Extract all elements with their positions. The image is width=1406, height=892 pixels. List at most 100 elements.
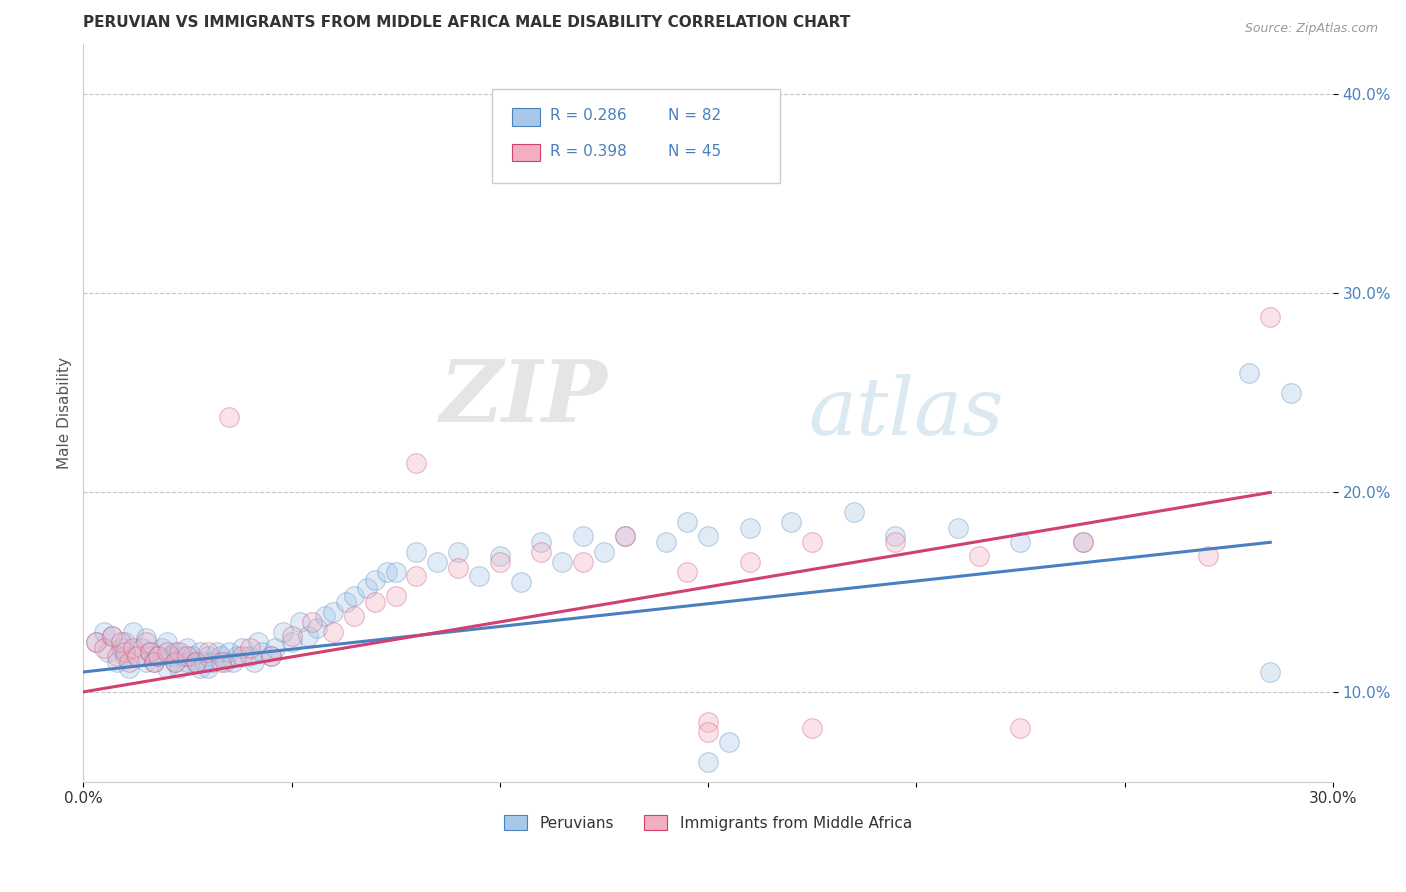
Point bbox=[260, 648, 283, 663]
Point bbox=[176, 640, 198, 655]
Point bbox=[572, 529, 595, 543]
Point bbox=[288, 615, 311, 629]
Point bbox=[155, 635, 177, 649]
Text: Source: ZipAtlas.com: Source: ZipAtlas.com bbox=[1244, 22, 1378, 36]
Point bbox=[946, 521, 969, 535]
Point bbox=[884, 529, 907, 543]
Point bbox=[738, 521, 761, 535]
Point bbox=[105, 648, 128, 663]
Point bbox=[280, 629, 302, 643]
Point bbox=[697, 156, 720, 170]
Point bbox=[260, 648, 283, 663]
Point bbox=[110, 640, 132, 655]
Text: ZIP: ZIP bbox=[440, 356, 607, 440]
Point bbox=[697, 529, 720, 543]
Point bbox=[163, 655, 186, 669]
Point bbox=[384, 566, 406, 580]
Point bbox=[148, 648, 170, 663]
Point bbox=[356, 581, 378, 595]
Point bbox=[252, 645, 274, 659]
Point bbox=[322, 625, 344, 640]
Point bbox=[114, 635, 136, 649]
Point bbox=[231, 648, 253, 663]
Point bbox=[801, 721, 824, 735]
Point bbox=[967, 549, 990, 564]
Point bbox=[1197, 549, 1219, 564]
Point bbox=[114, 648, 136, 663]
Point bbox=[717, 735, 740, 749]
Point bbox=[676, 516, 699, 530]
Point bbox=[163, 655, 186, 669]
Point bbox=[118, 661, 141, 675]
Point bbox=[1071, 535, 1094, 549]
Point bbox=[405, 569, 427, 583]
Point bbox=[84, 635, 107, 649]
Text: atlas: atlas bbox=[808, 374, 1004, 451]
Legend: Peruvians, Immigrants from Middle Africa: Peruvians, Immigrants from Middle Africa bbox=[498, 808, 918, 837]
Point bbox=[305, 621, 328, 635]
Point bbox=[122, 640, 145, 655]
Point bbox=[364, 573, 387, 587]
Point bbox=[93, 640, 115, 655]
Point bbox=[280, 635, 302, 649]
Point bbox=[180, 648, 202, 663]
Point bbox=[239, 648, 262, 663]
Point bbox=[159, 648, 181, 663]
Point bbox=[176, 648, 198, 663]
Point bbox=[135, 635, 157, 649]
Point bbox=[197, 648, 219, 663]
Point bbox=[405, 545, 427, 559]
Point bbox=[209, 648, 232, 663]
Point bbox=[384, 589, 406, 603]
Point bbox=[697, 755, 720, 769]
Point bbox=[205, 645, 228, 659]
Point bbox=[551, 555, 574, 569]
Point bbox=[1010, 721, 1032, 735]
Point bbox=[155, 661, 177, 675]
Point bbox=[93, 625, 115, 640]
Point bbox=[110, 635, 132, 649]
Point bbox=[1258, 665, 1281, 679]
Text: PERUVIAN VS IMMIGRANTS FROM MIDDLE AFRICA MALE DISABILITY CORRELATION CHART: PERUVIAN VS IMMIGRANTS FROM MIDDLE AFRIC… bbox=[83, 15, 851, 30]
Point bbox=[163, 645, 186, 659]
Point bbox=[226, 648, 249, 663]
Text: R = 0.286: R = 0.286 bbox=[550, 109, 626, 123]
Point bbox=[193, 655, 215, 669]
Point bbox=[143, 655, 166, 669]
Point bbox=[218, 409, 240, 424]
Point bbox=[697, 714, 720, 729]
Point bbox=[343, 609, 366, 624]
Point bbox=[155, 645, 177, 659]
Point bbox=[127, 648, 149, 663]
Point bbox=[218, 645, 240, 659]
Point bbox=[468, 569, 491, 583]
Point bbox=[697, 724, 720, 739]
Point bbox=[172, 648, 194, 663]
Point bbox=[613, 529, 636, 543]
Point bbox=[184, 655, 207, 669]
Point bbox=[105, 655, 128, 669]
Point bbox=[201, 655, 224, 669]
Point bbox=[167, 645, 190, 659]
Point bbox=[152, 640, 174, 655]
Point bbox=[593, 545, 616, 559]
Point bbox=[114, 645, 136, 659]
Point bbox=[335, 595, 357, 609]
Point bbox=[197, 661, 219, 675]
Point bbox=[97, 645, 120, 659]
Point bbox=[676, 566, 699, 580]
Point bbox=[143, 655, 166, 669]
Point bbox=[139, 645, 162, 659]
Point bbox=[447, 545, 470, 559]
Point bbox=[1071, 535, 1094, 549]
Point bbox=[488, 549, 510, 564]
Point bbox=[127, 648, 149, 663]
Point bbox=[297, 629, 319, 643]
Point bbox=[101, 629, 124, 643]
Point bbox=[264, 640, 287, 655]
Point bbox=[405, 456, 427, 470]
Point bbox=[1239, 366, 1261, 380]
Point bbox=[572, 555, 595, 569]
Point bbox=[197, 645, 219, 659]
Point bbox=[301, 615, 323, 629]
